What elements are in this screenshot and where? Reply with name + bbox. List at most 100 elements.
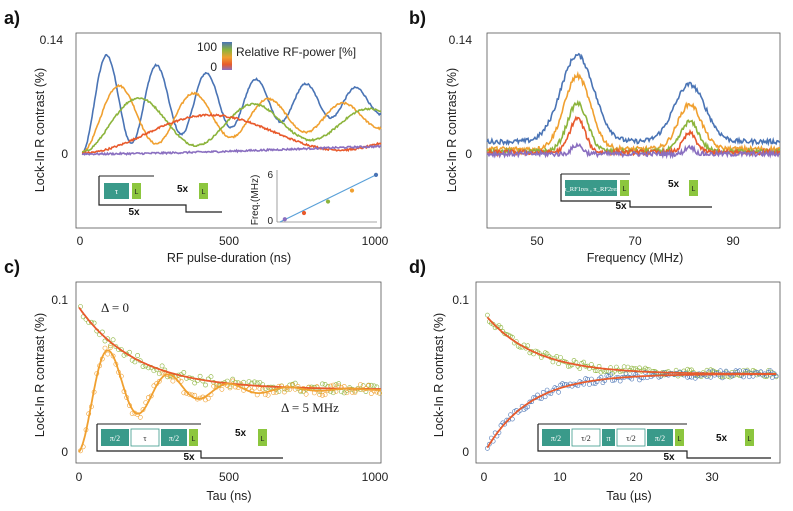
annotation-delta-5mhz: Δ = 5 MHz <box>281 400 339 415</box>
echo-point-blue <box>587 382 592 387</box>
seq-d-wait-1-label: τ/2 <box>581 434 590 443</box>
ramsey-point-orange <box>281 389 287 395</box>
echo-point-blue <box>525 404 531 410</box>
panel-d-frame <box>475 281 781 464</box>
ramsey-point-orange <box>252 385 257 391</box>
panel-a-frame <box>75 32 382 229</box>
ramsey-point-green <box>151 368 157 374</box>
panel-c-xlabel: Tau (ns) <box>206 489 251 503</box>
ramsey-point-orange <box>203 397 208 403</box>
ramsey-point-orange <box>260 386 265 392</box>
ramsey-point-orange <box>135 412 140 417</box>
seq-d-readout-label: L <box>678 436 682 443</box>
ramsey-point-orange <box>227 385 233 391</box>
seq-c-readout-label: L <box>192 436 196 443</box>
echo-fit-decay <box>486 316 777 375</box>
ramsey-point-green <box>121 352 127 358</box>
panel-label-d: d) <box>409 257 426 277</box>
panel-a-ytick-top: 0.14 <box>40 33 64 47</box>
seq-d-readout-label-2: L <box>748 436 752 443</box>
seq-c-reps: 5x <box>235 428 247 439</box>
panel-d-series <box>485 312 779 451</box>
seq-a-rf-pulse <box>104 183 129 199</box>
ramsey-point-green <box>341 390 347 396</box>
rabi-curve-orange <box>81 83 382 153</box>
panel-b: 0.14 0 50 70 90 Frequency (MHz) Lock-In … <box>445 32 781 265</box>
seq-b-reps: 5x <box>668 179 680 190</box>
ramsey-point-green <box>181 370 187 375</box>
ramsey-point-green <box>333 382 339 388</box>
ramsey-point-orange <box>129 411 135 416</box>
seq-a-readout-pulse <box>132 183 141 199</box>
seq-d-wait-1 <box>571 428 601 447</box>
ramsey-point-orange <box>181 390 187 396</box>
seq-b-reps-inner: 5x <box>615 201 627 212</box>
ramsey-point-green <box>197 373 203 379</box>
rabi-curve-blue <box>81 53 382 155</box>
ramsey-point-orange <box>328 383 333 389</box>
seq-c-reps-inner: 5x <box>183 452 195 463</box>
ramsey-point-orange <box>377 390 382 396</box>
seq-c-wait <box>130 428 160 447</box>
ramsey-point-orange <box>303 391 309 397</box>
panel-d-ytick-top: 0.1 <box>452 293 469 307</box>
echo-point-green <box>766 368 771 373</box>
echo-fit-rise <box>486 373 777 449</box>
seq-c-baseline <box>96 424 283 459</box>
seq-b-readout-label-2: L <box>692 186 696 193</box>
panel-b-xlabel: Frequency (MHz) <box>587 251 684 265</box>
ramsey-point-green <box>246 379 252 384</box>
panel-d-sequence: π/2 τ/2 π τ/2 π/2 L 5x 5x L <box>537 423 771 463</box>
ramsey-point-orange <box>186 391 192 397</box>
seq-d-baseline <box>537 424 771 459</box>
echo-point-green <box>525 343 531 349</box>
ramsey-point-green <box>252 379 257 385</box>
ramsey-point-green <box>129 357 135 363</box>
seq-c-wait-label: τ <box>143 434 147 443</box>
panel-d-xtick-30: 30 <box>705 470 719 484</box>
ramsey-point-green <box>135 353 140 358</box>
seq-c-pulse-2 <box>161 429 187 446</box>
seq-c-readout-label-2: L <box>261 436 265 443</box>
ramsey-point-green <box>132 359 138 365</box>
seq-b-rf-label: π_RF1res , π_RF2res <box>563 186 619 193</box>
panel-b-ytick-top: 0.14 <box>449 33 473 47</box>
seq-a-readout-label: L <box>135 189 139 196</box>
ramsey-point-green <box>156 371 162 377</box>
inset-fit-line <box>279 174 377 223</box>
panel-a-xtick-0: 0 <box>77 234 84 248</box>
panel-a-ytick-zero: 0 <box>61 147 68 161</box>
rabi-curve-purple <box>81 144 382 157</box>
seq-a-rf-label: τ <box>115 187 119 196</box>
ramsey-point-green <box>192 380 198 386</box>
ramsey-point-orange <box>219 386 225 392</box>
echo-point-green <box>485 312 490 318</box>
seq-d-pulse-2-label: π/2 <box>655 434 665 443</box>
ramsey-point-orange <box>156 378 162 384</box>
ramsey-point-orange <box>352 389 358 395</box>
ramsey-fit-orange <box>78 349 381 453</box>
seq-b-baseline <box>560 174 712 208</box>
ramsey-point-orange <box>105 351 111 357</box>
echo-point-green <box>592 368 598 374</box>
panel-c-series <box>78 304 382 454</box>
ramsey-point-green <box>108 343 113 349</box>
panel-c-frame <box>75 281 382 464</box>
ramsey-point-green <box>330 390 336 396</box>
legend-title: Relative RF-power [%] <box>236 45 356 59</box>
ramsey-point-green <box>336 381 342 387</box>
seq-c-pulse-1-label: π/2 <box>110 434 120 443</box>
panel-b-sequence: π_RF1res , π_RF2res L 5x 5x L <box>560 173 712 212</box>
ramsey-point-orange <box>211 383 217 389</box>
panel-b-xtick-50: 50 <box>530 234 544 248</box>
ramsey-point-green <box>208 374 214 380</box>
seq-d-reps-inner: 5x <box>663 452 675 463</box>
panel-a-sequence: τ L 5x 5x L <box>98 175 222 218</box>
panel-b-ylabel: Lock-In R contrast (%) <box>445 68 459 192</box>
seq-d-reps: 5x <box>716 433 728 444</box>
seq-b-readout-pulse <box>620 180 629 196</box>
echo-point-blue <box>556 389 561 395</box>
panel-b-frame <box>486 32 781 229</box>
panel-c-ytick-top: 0.1 <box>51 293 68 307</box>
